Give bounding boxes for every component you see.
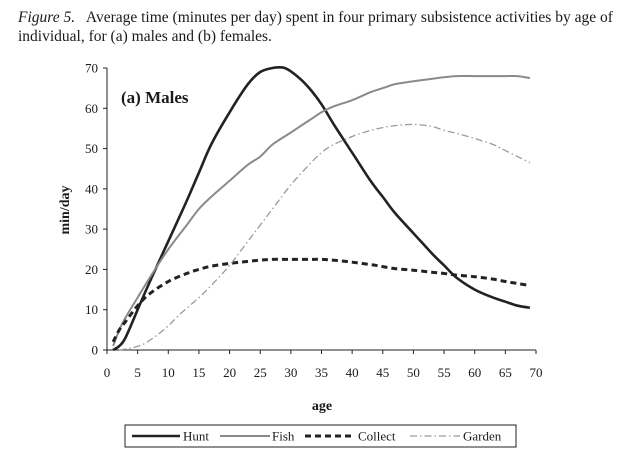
x-tick-label: 0: [104, 365, 111, 380]
x-tick-label: 40: [346, 365, 359, 380]
series-line-hunt: [112, 65, 531, 352]
x-tick-label: 65: [499, 365, 512, 380]
figure-caption: Figure 5. Average time (minutes per day)…: [18, 8, 618, 46]
y-tick-label: 0: [92, 343, 99, 358]
x-tick-label: 5: [134, 365, 141, 380]
legend: Hunt Fish Collect Garden: [124, 424, 517, 448]
legend-label-collect: Collect: [358, 429, 396, 444]
y-axis: 0 10 20 30 40 50 60 70: [85, 61, 108, 358]
y-tick-label: 70: [85, 61, 98, 76]
legend-label-hunt: Hunt: [183, 429, 209, 444]
series-line-fish: [112, 74, 531, 347]
y-axis-label: min/day: [58, 185, 73, 234]
series-line-garden: [119, 123, 531, 351]
x-tick-label: 15: [192, 365, 205, 380]
legend-label-fish: Fish: [272, 429, 295, 444]
y-tick-label: 30: [85, 222, 98, 237]
x-tick-label: 50: [407, 365, 420, 380]
legend-label-garden: Garden: [463, 429, 502, 444]
x-tick-label: 20: [223, 365, 236, 380]
y-tick-label: 60: [85, 101, 98, 116]
series-layer: [111, 65, 531, 352]
figure-label: Figure 5.: [18, 9, 76, 26]
x-axis: 0 5 10 15 20 25 30 35 40 45 50 55 60 65 70: [104, 349, 543, 380]
chart-title: (a) Males: [121, 88, 189, 107]
x-tick-label: 55: [438, 365, 451, 380]
x-tick-label: 70: [530, 365, 543, 380]
x-tick-label: 10: [162, 365, 175, 380]
series-line-collect: [111, 257, 531, 343]
y-tick-label: 20: [85, 262, 98, 277]
caption-text: Average time (minutes per day) spent in …: [18, 9, 613, 45]
x-tick-label: 35: [315, 365, 328, 380]
y-tick-label: 50: [85, 141, 98, 156]
x-tick-label: 45: [376, 365, 389, 380]
x-tick-label: 30: [284, 365, 297, 380]
y-tick-label: 10: [85, 302, 98, 317]
x-tick-label: 60: [468, 365, 481, 380]
y-tick-label: 40: [85, 181, 98, 196]
x-tick-label: 25: [254, 365, 267, 380]
x-axis-label: age: [312, 399, 332, 414]
